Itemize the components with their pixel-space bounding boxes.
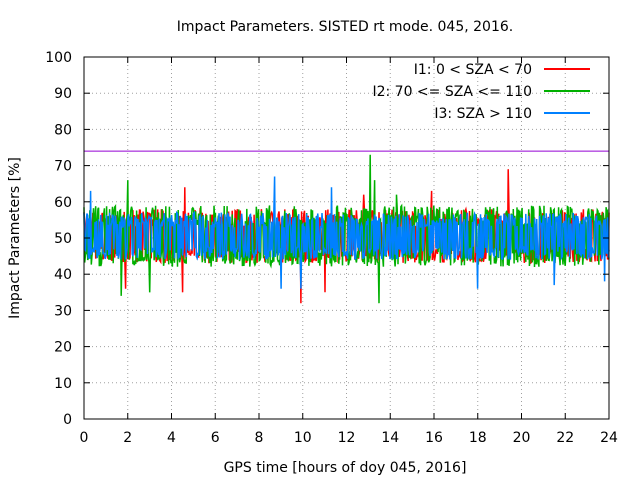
x-axis-label: GPS time [hours of doy 045, 2016] (224, 460, 467, 476)
legend: I1: 0 < SZA < 70 I2: 70 <= SZA <= 110 I3: … (372, 62, 590, 122)
y-tick-label: 80 (54, 122, 72, 138)
y-tick-label: 90 (54, 86, 72, 102)
legend-label-3: I3: SZA > 110 (434, 106, 532, 122)
series-line-3 (83, 176, 610, 289)
x-tick-label: 20 (513, 430, 531, 446)
series-layer (83, 154, 610, 304)
x-tick-label: 12 (338, 430, 356, 446)
ticks: 0 2 4 6 8 10 12 14 16 18 20 22 240102030405060708090… (45, 50, 618, 446)
series-line-2 (83, 154, 610, 304)
y-tick-label: 60 (54, 195, 72, 211)
x-tick-label: 24 (600, 430, 618, 446)
x-tick-label: 18 (469, 430, 487, 446)
y-tick-label: 40 (54, 267, 72, 283)
x-tick-label: 4 (167, 430, 176, 446)
y-axis-label: Impact Parameters [%] (7, 157, 23, 319)
y-tick-label: 30 (54, 303, 72, 319)
legend-label-1: I1: 0 < SZA < 70 (414, 62, 532, 78)
x-tick-label: 22 (556, 430, 574, 446)
x-tick-label: 2 (123, 430, 132, 446)
x-tick-label: 16 (425, 430, 443, 446)
y-tick-label: 50 (54, 231, 72, 247)
y-tick-label: 100 (45, 50, 72, 66)
x-tick-label: 6 (211, 430, 220, 446)
y-tick-label: 0 (63, 412, 72, 428)
y-tick-label: 10 (54, 376, 72, 392)
x-tick-label: 14 (381, 430, 399, 446)
x-tick-label: 8 (255, 430, 264, 446)
x-tick-label: 0 (80, 430, 89, 446)
y-tick-label: 20 (54, 340, 72, 356)
chart-title: Impact Parameters. SISTED rt mode. 045, … (177, 19, 513, 35)
y-tick-label: 70 (54, 159, 72, 175)
x-tick-label: 10 (294, 430, 312, 446)
legend-label-2: I2: 70 <= SZA <= 110 (372, 84, 532, 100)
